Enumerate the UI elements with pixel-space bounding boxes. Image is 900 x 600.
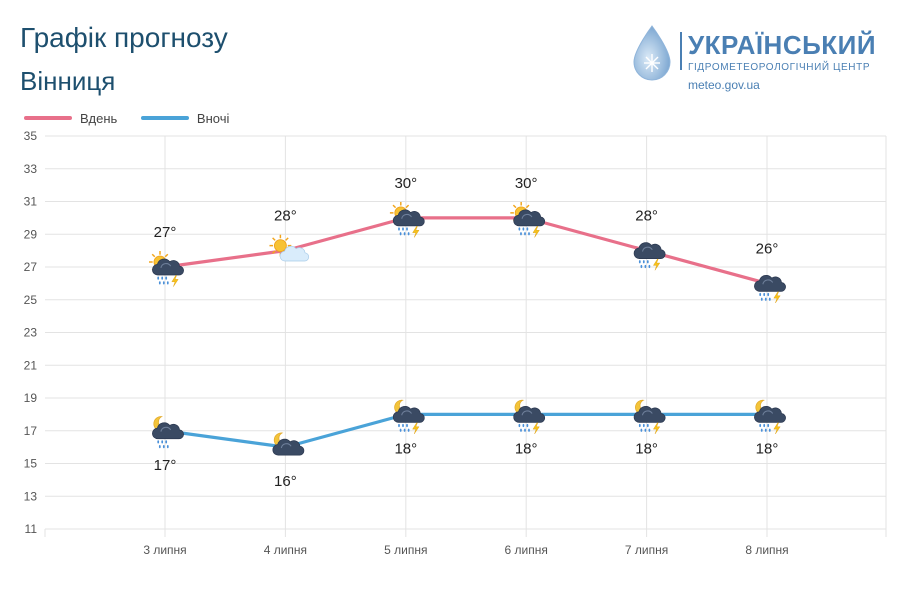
day-temp-label: 28° (274, 208, 297, 225)
y-tick-label: 29 (24, 227, 38, 241)
ukrhydromet-logo: УКРАЇНСЬКИЙ ГІДРОМЕТЕОРОЛОГІЧНИЙ ЦЕНТР m… (630, 24, 890, 94)
moon-cloud-rain-thunder-icon (392, 399, 425, 435)
rain-part (157, 440, 169, 449)
chart-title: Графік прогнозу (20, 22, 228, 53)
y-tick-label: 19 (24, 391, 38, 405)
night-temp-label: 17° (154, 457, 177, 474)
day-temp-label: 26° (756, 240, 779, 257)
bolt-part (532, 422, 540, 435)
darkcloud-part (633, 242, 666, 260)
logo-org: ГІДРОМЕТЕОРОЛОГІЧНИЙ ЦЕНТР (688, 62, 871, 73)
rain-part (157, 276, 169, 285)
y-tick-label: 13 (24, 489, 38, 503)
night-temp-label: 18° (394, 440, 417, 457)
y-tick-label: 35 (24, 129, 38, 143)
legend-item-day[interactable]: Вдень (24, 111, 117, 126)
rain-part (518, 423, 530, 432)
city-name: Вінниця (20, 66, 116, 96)
y-tick-label: 11 (25, 522, 38, 536)
bolt-part (412, 422, 420, 435)
day-series-line (164, 216, 768, 285)
legend-day-label: Вдень (80, 110, 118, 126)
sun-cloud-rain-thunder-icon (389, 201, 425, 238)
sun-cloud-rain-thunder-icon (149, 251, 184, 287)
chart-grid (44, 135, 887, 537)
rain-part (398, 423, 410, 432)
rain-part (759, 423, 771, 432)
night-temp-label: 16° (274, 473, 297, 490)
rain-part (398, 227, 410, 236)
bolt-part (412, 226, 420, 238)
legend-day-swatch (24, 116, 72, 120)
bolt-part (532, 226, 540, 238)
moon-cloud-rain-thunder-icon (513, 399, 546, 435)
rain-part (638, 423, 651, 432)
y-axis: 11 13 15 17 19 21 23 25 27 29 31 33 35 (24, 129, 38, 536)
logo-site[interactable]: meteo.gov.ua (688, 78, 760, 92)
logo-name: УКРАЇНСЬКИЙ (688, 30, 877, 60)
sun-cloud-rain-thunder-icon (510, 201, 546, 238)
night-temp-label: 18° (635, 440, 658, 457)
y-tick-label: 31 (24, 195, 38, 209)
moon-cloud-rain-thunder-icon (633, 399, 666, 435)
bolt-part (653, 422, 661, 435)
moon-cloud-rain-thunder-icon (754, 399, 786, 435)
x-tick-label: 7 липня (625, 543, 668, 557)
x-tick-label: 5 липня (384, 543, 427, 557)
bolt-part (773, 422, 781, 435)
water-drop-icon (633, 25, 671, 81)
y-tick-label: 17 (24, 424, 38, 438)
legend-item-night[interactable]: Вночі (140, 110, 230, 126)
y-tick-label: 27 (24, 260, 38, 274)
legend-night-label: Вночі (196, 110, 230, 126)
cloud-rain-thunder-icon (633, 242, 666, 271)
night-series-line (164, 412, 767, 449)
cloud-rain-thunder-icon (754, 274, 786, 304)
rain-part (759, 292, 771, 301)
x-tick-label: 4 липня (264, 543, 307, 557)
x-axis: 3 липня 4 липня 5 липня 6 липня 7 липня 8 лип… (143, 543, 788, 557)
series-lines (164, 216, 768, 449)
night-temp-label: 18° (515, 440, 538, 457)
sun-cloud-icon (269, 234, 310, 262)
y-tick-label: 15 (24, 457, 38, 471)
day-temp-label: 30° (515, 175, 538, 192)
moon-cloud-icon (272, 432, 305, 456)
x-tick-label: 8 липня (745, 543, 788, 557)
rain-part (518, 227, 530, 236)
day-temp-label: 30° (394, 175, 417, 192)
x-tick-label: 6 липня (505, 543, 548, 557)
bolt-part (171, 275, 179, 287)
x-tick-label: 3 липня (143, 543, 186, 557)
y-tick-label: 21 (24, 358, 38, 372)
darkcloud-part (754, 274, 786, 292)
moon-cloud-rain-icon (152, 416, 184, 449)
value-labels: 27° 28° 30° 30° 28° 26° 17° 16° 18° 18° 18° 18° (154, 175, 779, 490)
y-tick-label: 23 (24, 326, 38, 340)
bolt-part (773, 291, 781, 304)
bolt-part (653, 258, 661, 271)
night-temp-label: 18° (756, 440, 779, 457)
legend: Вдень Вночі (24, 108, 249, 126)
y-tick-label: 33 (24, 162, 38, 176)
day-temp-label: 27° (154, 224, 177, 241)
legend-night-swatch (140, 116, 189, 120)
logo-divider (680, 32, 682, 70)
day-temp-label: 28° (635, 208, 658, 225)
y-tick-label: 25 (24, 293, 38, 307)
weather-icons (149, 201, 786, 456)
rain-part (638, 260, 651, 269)
